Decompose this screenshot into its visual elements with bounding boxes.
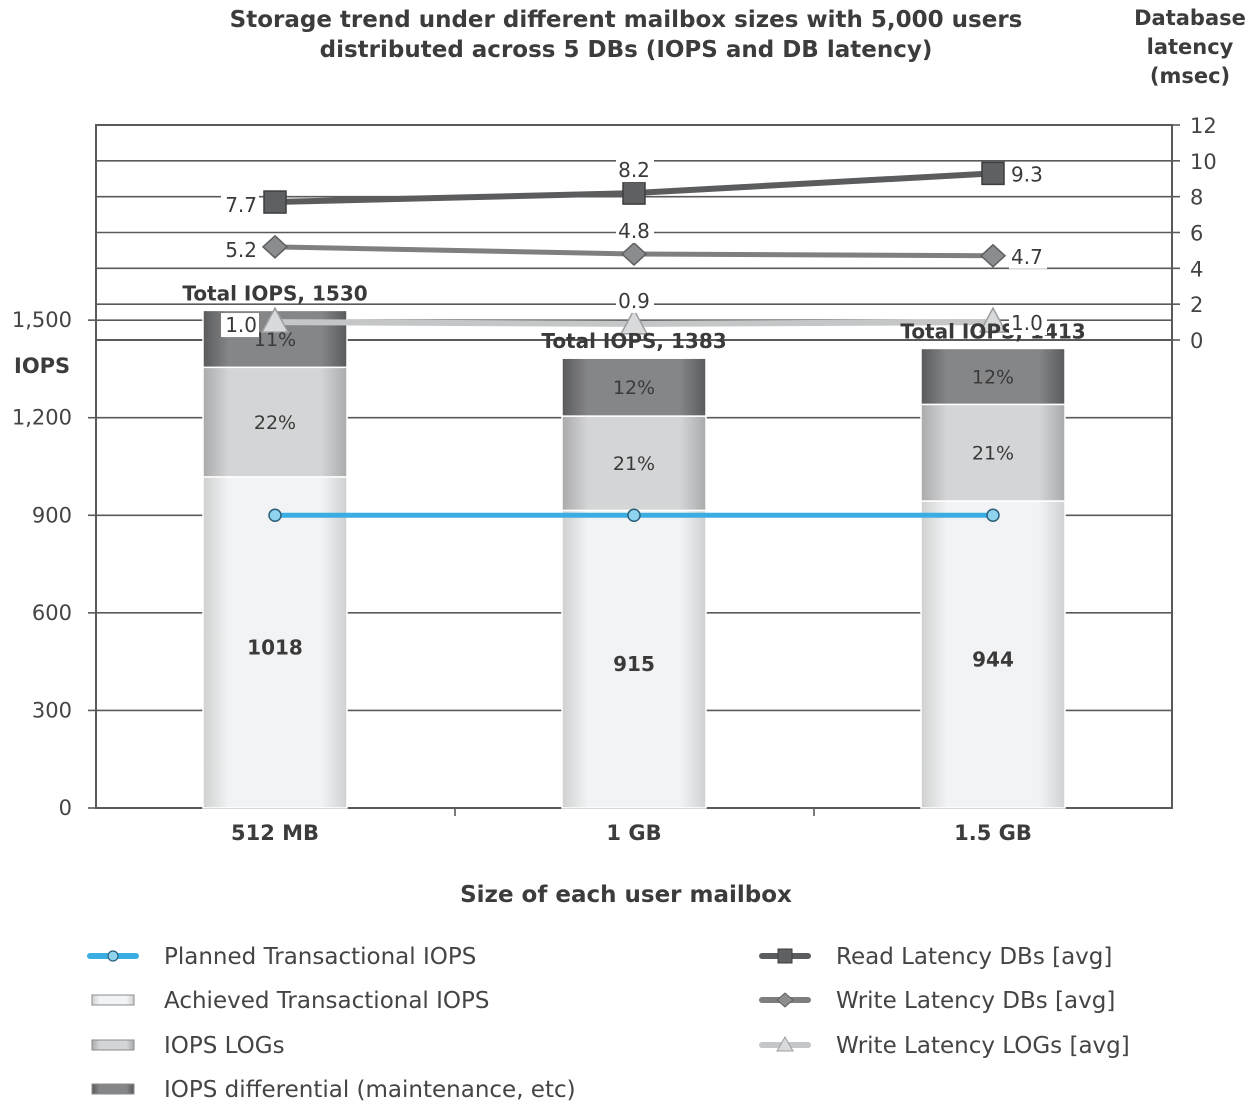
- legend-label-read-latency-dbs: Read Latency DBs [avg]: [836, 944, 1112, 970]
- write-latency-logs-label-0: 1.0: [225, 313, 257, 337]
- legend-label-write-latency-dbs: Write Latency DBs [avg]: [836, 988, 1115, 1014]
- bar-logs-2: [920, 403, 1066, 502]
- legend: Planned Transactional IOPS Achieved Trans…: [87, 944, 1130, 1103]
- y-tick-label-3: 900: [32, 503, 72, 527]
- y2-tick-label-5: 10: [1190, 150, 1217, 174]
- legend-label-bar-achieved: Achieved Transactional IOPS: [164, 988, 490, 1014]
- x-axis-title: Size of each user mailbox: [460, 882, 792, 908]
- y2-axis-title-line-3: (msec): [1150, 64, 1230, 88]
- y-tick-label-2: 600: [32, 601, 72, 625]
- write-latency-dbs-label-0: 5.2: [225, 238, 257, 262]
- legend-label-bar-differential: IOPS differential (maintenance, etc): [164, 1077, 576, 1103]
- read-latency-dbs-label-bg-2: [1009, 162, 1047, 187]
- y2-axis-title-line-2: latency: [1147, 35, 1234, 59]
- write-latency-dbs-marker-2: [979, 243, 1007, 268]
- y2-tick-label-2: 4: [1190, 257, 1203, 281]
- y2-tick-label-3: 6: [1190, 222, 1203, 246]
- planned-iops-marker-1: [627, 508, 641, 523]
- bar-differential-1: [561, 357, 707, 417]
- legend-label-bar-logs: IOPS LOGs: [164, 1033, 285, 1059]
- legend-label-write-latency-logs: Write Latency LOGs [avg]: [836, 1033, 1130, 1059]
- write-latency-logs-label-1: 0.9: [618, 289, 650, 313]
- write-latency-logs-marker-0: [260, 306, 290, 333]
- bar-achieved-1: [561, 509, 707, 809]
- y-tick-label-4: 1,200: [12, 406, 72, 430]
- read-latency-dbs-marker-2: [981, 161, 1005, 186]
- read-latency-dbs-label-0: 7.7: [225, 193, 257, 217]
- y-tick-label-1: 300: [32, 698, 72, 722]
- bars: [202, 309, 1066, 809]
- x-axis-ticks: 512 MB 1 GB 1.5 GB: [231, 808, 1032, 845]
- write-latency-dbs-label-bg-1: [616, 219, 654, 243]
- read-latency-dbs-marker-1: [622, 181, 646, 205]
- write-latency-logs-marker-1: [619, 308, 649, 335]
- legend-marker-planned-iops: [107, 950, 119, 962]
- read-latency-dbs-label-bg-0: [221, 193, 259, 218]
- write-latency-dbs-label-1: 4.8: [618, 219, 650, 243]
- write-latency-logs-label-2: 1.0: [1011, 311, 1043, 335]
- planned-iops-marker-2: [986, 508, 1000, 523]
- y-tick-label-5: 1,500: [12, 308, 72, 332]
- bar-differential-label-1: 12%: [613, 377, 655, 399]
- read-latency-dbs-label-bg-1: [616, 158, 654, 183]
- y2-tick-label-1: 2: [1190, 293, 1203, 317]
- legend-swatch-bar-achieved: [91, 994, 135, 1006]
- write-latency-logs-label-bg-1: [616, 288, 654, 313]
- y2-tick-label-6: 12: [1190, 114, 1217, 138]
- legend-marker-read-latency-dbs: [777, 948, 793, 964]
- legend-swatch-bar-logs: [91, 1039, 135, 1051]
- bar-achieved-2: [920, 500, 1066, 809]
- y2-axis-title-line-1: Database: [1134, 6, 1246, 30]
- y-axis-title: IOPS: [14, 354, 70, 378]
- bar-logs-label-2: 21%: [972, 443, 1014, 465]
- write-latency-logs-marker-2: [978, 306, 1008, 333]
- write-latency-logs-label-bg-2: [1009, 311, 1047, 336]
- bar-differential-2: [920, 347, 1066, 406]
- write-latency-dbs-label-bg-2: [1009, 244, 1047, 269]
- x-tick-label-1: 1 GB: [606, 821, 661, 845]
- bar-achieved-label-1: 915: [613, 652, 655, 676]
- y-axis-ticks: 0 300 600 900 1,200 1,500: [12, 308, 96, 820]
- data-labels: 1018 22% 11% Total IOPS, 1530 915 21% 12% Total…: [182, 158, 1086, 676]
- legend-label-planned-iops: Planned Transactional IOPS: [164, 944, 476, 970]
- legend-marker-write-latency-dbs: [776, 992, 794, 1008]
- y2-tick-label-4: 8: [1190, 186, 1203, 210]
- total-label-2: Total IOPS, 1413: [900, 319, 1085, 343]
- write-latency-logs-label-bg-0: [221, 313, 259, 338]
- bar-differential-label-2: 12%: [972, 366, 1014, 388]
- y2-axis-ticks: 0 2 4 6 8 10 12: [1172, 114, 1217, 353]
- write-latency-dbs-label-bg-0: [221, 237, 259, 262]
- bar-logs-label-1: 21%: [613, 453, 655, 475]
- planned-iops-marker-0: [268, 508, 282, 523]
- lines: [260, 161, 1008, 523]
- write-latency-dbs-marker-1: [620, 241, 648, 267]
- read-latency-dbs-label-2: 9.3: [1011, 162, 1043, 186]
- chart-title-line-1: Storage trend under different mailbox si…: [230, 7, 1023, 33]
- x-tick-label-2: 1.5 GB: [954, 821, 1032, 845]
- bar-achieved-label-0: 1018: [247, 635, 303, 659]
- bar-achieved-label-2: 944: [972, 647, 1014, 671]
- legend-swatch-bar-differential: [91, 1083, 135, 1095]
- bar-differential-label-0: 11%: [254, 329, 296, 351]
- read-latency-dbs-label-1: 8.2: [618, 158, 650, 182]
- write-latency-dbs-label-2: 4.7: [1011, 245, 1043, 269]
- write-latency-dbs-marker-0: [261, 234, 289, 259]
- total-label-1: Total IOPS, 1383: [541, 329, 726, 353]
- x-tick-label-0: 512 MB: [231, 821, 319, 845]
- bar-logs-label-0: 22%: [254, 412, 296, 434]
- y-tick-label-0: 0: [59, 796, 72, 820]
- chart-title-line-2: distributed across 5 DBs (IOPS and DB la…: [320, 37, 933, 63]
- total-label-0: Total IOPS, 1530: [182, 281, 367, 305]
- legend-marker-write-latency-logs: [776, 1035, 794, 1052]
- bar-achieved-0: [202, 476, 348, 809]
- y2-tick-label-0: 0: [1190, 329, 1203, 353]
- read-latency-dbs-marker-0: [263, 190, 287, 214]
